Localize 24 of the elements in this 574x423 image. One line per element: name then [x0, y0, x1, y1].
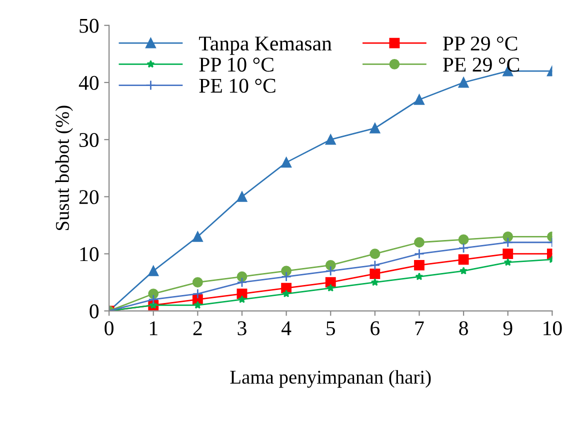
legend-label: PP 10 °C: [199, 58, 274, 72]
y-axis-title: Susut bobot (%): [55, 106, 73, 230]
x-tick-label: 5: [326, 321, 336, 336]
y-tick-label: 50: [80, 18, 99, 33]
x-axis-title: Lama penyimpanan (hari): [230, 370, 431, 388]
legend-label: PE 29 °C: [442, 58, 520, 72]
y-tick-label: 10: [80, 247, 99, 262]
x-tick-label: 1: [150, 321, 158, 336]
x-tick-label: 2: [193, 321, 202, 336]
x-tick-label: 6: [370, 321, 380, 336]
y-tick-label: 40: [78, 76, 99, 90]
x-tick-label: 8: [459, 321, 468, 336]
y-tick-label: 30: [80, 132, 99, 148]
x-tick-label: 10: [544, 321, 562, 336]
x-tick-label: 4: [282, 321, 292, 336]
x-tick-label: 7: [415, 321, 424, 336]
x-tick-label: 3: [238, 321, 246, 336]
x-tick-label: 0: [104, 321, 114, 336]
y-tick-label: 20: [79, 190, 99, 204]
legend-label: Tanpa Kemasan: [199, 36, 332, 55]
x-tick-label: 9: [503, 321, 512, 336]
legend-label: PE 10 °C: [199, 78, 276, 93]
legend-label: PP 29 °C: [442, 36, 518, 51]
y-tick-label: 0: [90, 304, 99, 318]
